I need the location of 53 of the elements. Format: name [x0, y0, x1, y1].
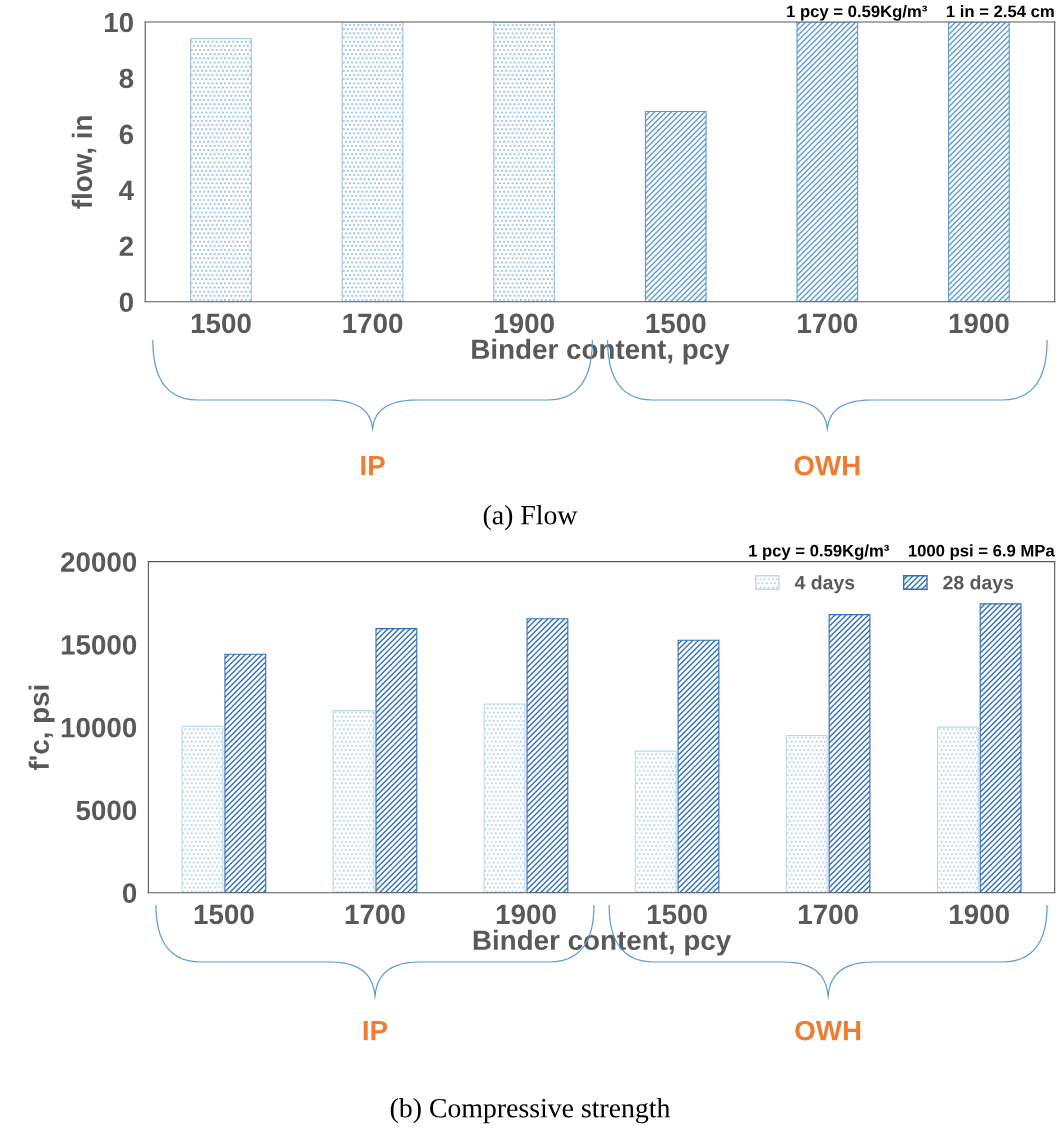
legend-label: 4 days	[794, 575, 855, 594]
x-tick-label: 1500	[647, 904, 707, 925]
bar	[190, 38, 252, 302]
y-tick-label: 6	[119, 124, 134, 145]
bar	[828, 614, 871, 893]
y-tick-label: 0	[119, 292, 133, 313]
y-tick-label: 8	[119, 68, 134, 89]
x-tick-label: 1900	[950, 904, 1009, 925]
text: 1 pcy = 0.59Kg/m³ 1000 psi = 6.9 MPa	[749, 544, 1055, 560]
text: (a) Flow	[483, 505, 578, 531]
legend-label: 28 days	[943, 575, 1014, 594]
bar	[677, 639, 720, 893]
x-tick-label: 1700	[345, 904, 405, 925]
y-tick-label: 20000	[61, 552, 137, 572]
y-tick-label: 0	[122, 883, 137, 904]
bar	[493, 22, 556, 302]
y-tick-label: 15000	[61, 635, 137, 655]
bar	[332, 710, 375, 893]
bar	[796, 22, 859, 302]
x-tick-label: 1700	[343, 313, 403, 334]
bar	[526, 618, 569, 893]
y-axis-title: f'c, psi	[28, 685, 55, 771]
bar	[181, 725, 224, 893]
text: 1 pcy = 0.59Kg/m³ 1 in = 2.54 cm	[787, 5, 1054, 21]
y-tick-label: 4	[119, 180, 134, 200]
text: IP	[363, 1021, 388, 1041]
y-axis-title: flow, in	[71, 116, 97, 209]
y-tick-label: 10	[104, 12, 133, 33]
x-tick-label: 1500	[194, 904, 254, 925]
x-tick-label: 1900	[495, 313, 554, 334]
x-tick-label: 1500	[646, 313, 706, 334]
y-tick-label: 10000	[61, 717, 137, 738]
y-tick-label: 2	[119, 236, 133, 256]
bar	[375, 628, 418, 893]
text: (b) Compressive strength	[390, 1098, 671, 1124]
bar	[483, 703, 526, 893]
bar	[341, 22, 404, 302]
bar	[644, 110, 707, 302]
bar	[948, 22, 1010, 302]
bar	[936, 726, 979, 893]
text: OWH	[794, 455, 860, 476]
x-tick-label: 1700	[798, 313, 858, 334]
text: OWH	[795, 1020, 861, 1041]
text: IP	[361, 456, 385, 476]
bar	[634, 750, 677, 893]
x-tick-label: 1500	[191, 313, 251, 334]
x-tick-label: 1900	[496, 904, 556, 925]
bar	[785, 734, 828, 893]
bar	[224, 653, 267, 893]
x-tick-label: 1700	[798, 904, 858, 925]
y-tick-label: 5000	[76, 800, 137, 821]
bar	[979, 603, 1022, 893]
x-tick-label: 1900	[949, 313, 1009, 334]
